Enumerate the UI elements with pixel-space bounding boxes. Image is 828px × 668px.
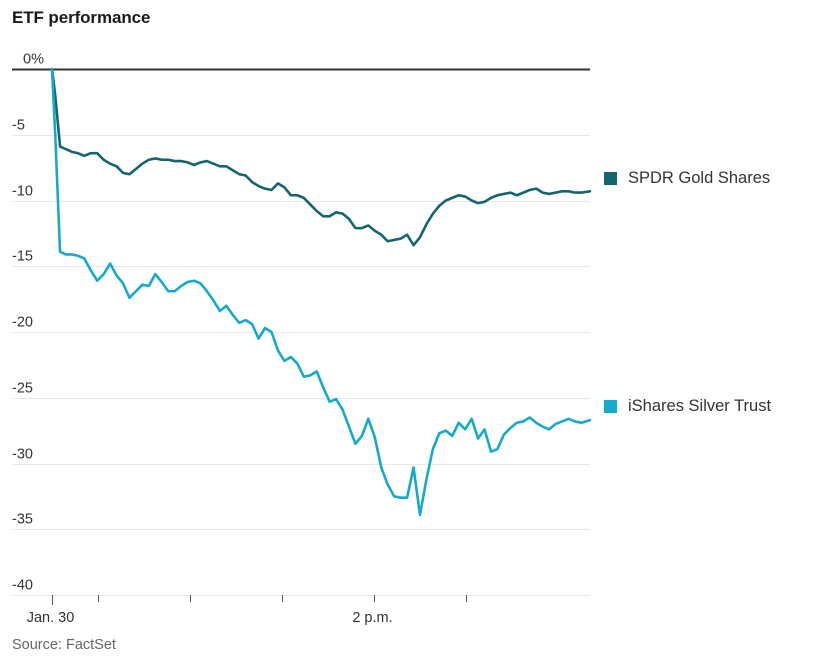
x-axis-tick-labels: Jan. 30 2 p.m. — [27, 610, 393, 626]
data-series-lines — [50, 67, 592, 517]
source-attribution: Source: FactSet — [12, 637, 116, 653]
y-axis-tick-label: -5 — [12, 118, 25, 134]
page-title: ETF performance — [12, 8, 151, 27]
y-axis-tick-label: -20 — [12, 315, 33, 331]
series-line-ishares-silver-trust — [50, 67, 592, 517]
gridlines — [12, 68, 590, 596]
x-axis-tick-marks — [51, 595, 468, 605]
legend-item-label: SPDR Gold Shares — [628, 169, 771, 187]
series-line-spdr-gold-shares — [50, 67, 592, 247]
legend-color-swatch-icon — [604, 399, 617, 413]
legend-item-ishares-silver-trust[interactable]: iShares Silver Trust — [604, 398, 771, 415]
y-axis-tick-label: -40 — [12, 578, 33, 594]
y-axis-tick-label: -10 — [12, 184, 33, 200]
x-axis-tick-label: Jan. 30 — [27, 610, 75, 626]
y-axis-tick-label: -35 — [12, 512, 33, 528]
y-axis-tick-label: -30 — [12, 447, 33, 463]
y-axis-tick-labels: 0% -5 -10 -15 -20 -25 -30 -35 -40 — [12, 52, 44, 594]
legend-item-label: iShares Silver Trust — [628, 397, 772, 415]
legend-color-swatch-icon — [604, 171, 617, 185]
x-axis-tick-label: 2 p.m. — [352, 610, 392, 626]
y-axis-tick-label: 0% — [23, 52, 44, 68]
y-axis-tick-label: -25 — [12, 381, 33, 397]
legend-item-spdr-gold-shares[interactable]: SPDR Gold Shares — [604, 170, 770, 187]
y-axis-tick-label: -15 — [12, 249, 33, 265]
